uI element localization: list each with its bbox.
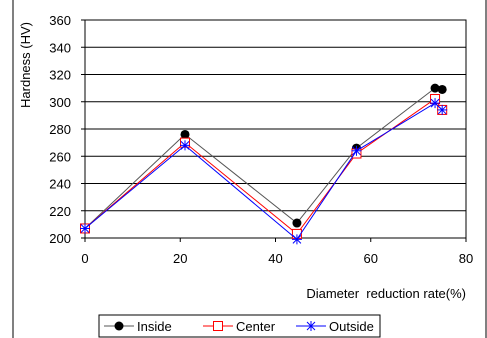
point-inside-1 [180, 129, 190, 139]
series-outside [80, 98, 448, 245]
y-tick-label-280: 280 [49, 122, 71, 137]
y-tick-label-200: 200 [49, 231, 71, 246]
y-tick-label-360: 360 [49, 13, 71, 28]
point-outside-3 [351, 145, 362, 156]
x-tick-label-60: 60 [364, 251, 378, 266]
series-layer [80, 83, 448, 245]
legend-label-outside: Outside [329, 319, 374, 334]
series-line-inside [84, 87, 443, 229]
x-tick-label-0: 0 [81, 251, 88, 266]
x-axis-label: Diameter reduction rate(%) [306, 286, 466, 301]
gridlines [85, 19, 466, 239]
y-tick-label-340: 340 [49, 40, 71, 55]
legend-marker-outside [306, 321, 316, 331]
point-inside-2 [292, 218, 302, 228]
y-tick-label-320: 320 [49, 68, 71, 83]
series-line-center [84, 98, 443, 235]
legend: Inside Center Outside [98, 314, 381, 338]
series-center [80, 94, 448, 239]
x-axis-ticks: 0 20 40 60 80 [81, 238, 473, 266]
legend-box [98, 314, 381, 338]
legend-marker-inside [114, 321, 124, 331]
point-outside-4 [430, 98, 441, 109]
point-outside-0 [80, 223, 90, 234]
y-axis-ticks: 200 220 240 260 280 300 320 340 360 [49, 13, 85, 246]
y-axis-label: Hardness (HV) [18, 22, 33, 108]
y-tick-label-300: 300 [49, 95, 71, 110]
point-outside-5 [437, 104, 448, 115]
x-tick-label-40: 40 [268, 251, 282, 266]
y-tick-label-260: 260 [49, 149, 71, 164]
y-tick-label-220: 220 [49, 204, 71, 219]
legend-label-inside: Inside [137, 319, 172, 334]
point-inside-4 [430, 83, 440, 93]
point-outside-2 [291, 234, 302, 245]
legend-marker-center [213, 321, 223, 331]
legend-label-center: Center [236, 319, 276, 334]
point-inside-5 [437, 84, 447, 94]
point-outside-1 [180, 140, 191, 151]
x-tick-label-20: 20 [173, 251, 187, 266]
x-tick-label-80: 80 [459, 251, 473, 266]
y-tick-label-240: 240 [49, 177, 71, 192]
